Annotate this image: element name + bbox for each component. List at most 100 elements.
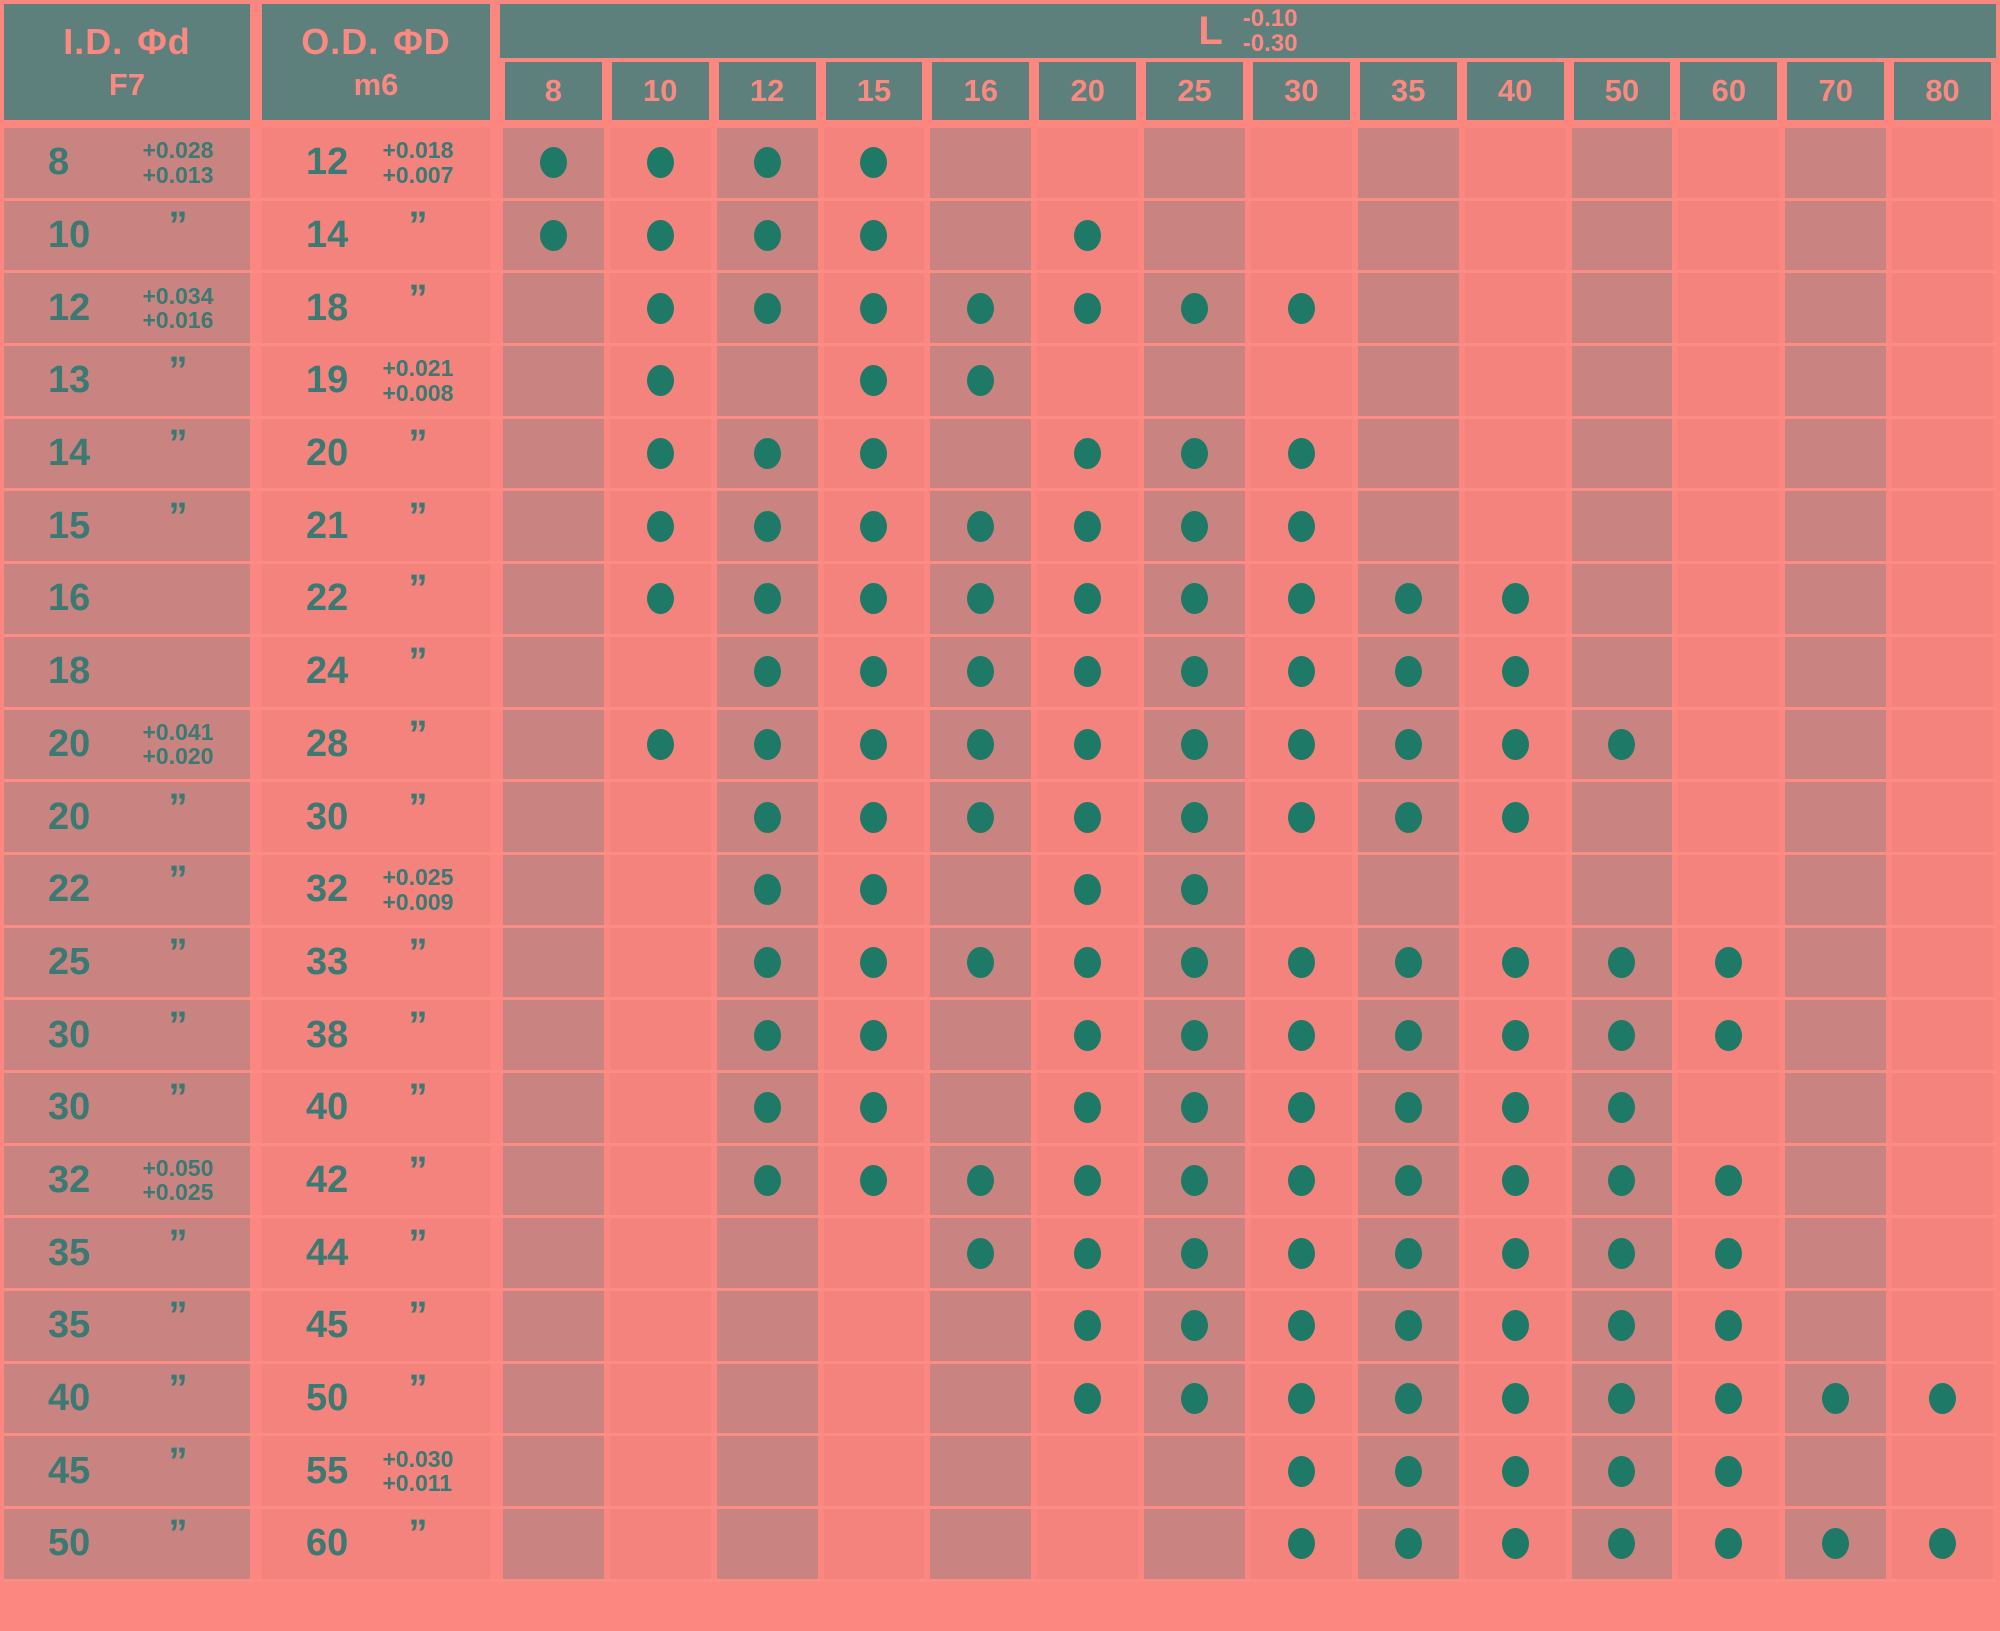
length-column-header: 35 — [1354, 62, 1462, 120]
length-column-header: 30 — [1247, 62, 1355, 120]
availability-dot — [1608, 946, 1636, 978]
id-cell: 35 ” — [4, 1291, 250, 1361]
availability-dot — [1608, 1383, 1636, 1415]
column-gap — [250, 1436, 262, 1506]
column-gap — [250, 855, 262, 925]
length-cell — [820, 273, 928, 344]
length-cell — [820, 1291, 928, 1361]
table-row: 20 ” 30 ” — [4, 782, 1996, 855]
id-diameter-symbol: Φd — [137, 21, 191, 62]
length-cell — [500, 1000, 607, 1070]
length-cell — [1247, 854, 1355, 925]
id-cell: 8 +0.028 +0.013 — [4, 128, 250, 198]
od-cell: 38 ” — [262, 1000, 490, 1070]
length-cell — [1675, 418, 1783, 489]
length-cell — [1782, 1363, 1890, 1434]
availability-dot — [1394, 583, 1422, 615]
length-cell — [500, 128, 607, 198]
length-cell — [1461, 1509, 1569, 1579]
length-cell — [1034, 782, 1142, 852]
availability-dot — [1715, 946, 1743, 978]
ditto-mark: ” — [408, 1513, 428, 1556]
availability-dot — [860, 728, 888, 760]
length-cell — [927, 1072, 1035, 1143]
id-tolerance: +0.034 +0.016 — [124, 284, 232, 333]
length-cell — [1461, 854, 1569, 925]
length-cell — [1568, 491, 1676, 562]
table-row: 50 ” 60 ” — [4, 1509, 1996, 1582]
length-cell — [1461, 564, 1569, 634]
length-cell — [820, 1509, 928, 1579]
length-cell — [713, 273, 821, 344]
length-cell — [1141, 418, 1248, 489]
length-cell — [500, 854, 607, 925]
column-gap — [490, 1000, 500, 1070]
id-cell: 40 ” — [4, 1363, 250, 1434]
length-cell — [1141, 346, 1248, 416]
length-cell — [820, 854, 928, 925]
availability-dot — [753, 1019, 781, 1051]
length-cell — [500, 200, 607, 271]
ditto-mark: ” — [408, 205, 428, 248]
length-cell — [1568, 128, 1676, 198]
ditto-mark: ” — [168, 495, 188, 538]
length-cell — [1034, 854, 1142, 925]
length-cell — [1675, 1072, 1783, 1143]
length-cell — [1782, 782, 1890, 852]
availability-dot — [860, 147, 888, 179]
length-cell — [1354, 782, 1462, 852]
od-tolerance-upper: +0.025 — [382, 864, 454, 891]
length-cell — [606, 927, 714, 998]
length-cell — [927, 346, 1035, 416]
ditto-mark: ” — [168, 786, 188, 829]
length-column-header: 8 — [500, 62, 607, 120]
length-cell — [606, 200, 714, 271]
od-value: 45 — [306, 1304, 349, 1347]
length-cell — [927, 1509, 1035, 1579]
availability-dot — [860, 365, 888, 397]
length-label: L — [1198, 8, 1223, 53]
availability-dot — [753, 946, 781, 978]
availability-dot — [1181, 1164, 1209, 1196]
length-cell — [1568, 200, 1676, 271]
id-tolerance: ” — [124, 205, 232, 257]
availability-dot — [1715, 1383, 1743, 1415]
length-cell — [1675, 273, 1783, 344]
length-cell — [1034, 1218, 1142, 1288]
length-cell — [1461, 1000, 1569, 1070]
column-gap — [490, 491, 500, 561]
length-cell — [1034, 709, 1142, 780]
length-cell — [820, 636, 928, 707]
availability-dot — [860, 292, 888, 324]
length-cell — [500, 1363, 607, 1434]
od-cell: 30 ” — [262, 782, 490, 852]
availability-dot — [1394, 1237, 1422, 1269]
id-tolerance: ” — [124, 1295, 232, 1347]
length-cell — [1782, 927, 1890, 998]
id-tolerance: ” — [124, 1368, 232, 1420]
length-cell — [1889, 273, 1996, 344]
availability-dot — [860, 583, 888, 615]
ditto-mark: ” — [168, 1222, 188, 1265]
length-cell — [606, 1509, 714, 1579]
availability-dot — [1074, 1019, 1102, 1051]
od-value: 20 — [306, 432, 349, 475]
table-body: 8 +0.028 +0.013 12 +0.018 +0.007 10 ” 14 ” 12 +0.03… — [4, 128, 1996, 1582]
length-column-header: 60 — [1675, 62, 1783, 120]
availability-dot — [753, 438, 781, 470]
length-cell — [1461, 927, 1569, 998]
length-cell — [713, 200, 821, 271]
length-cell — [713, 1072, 821, 1143]
length-cell — [1034, 273, 1142, 344]
column-gap — [490, 928, 500, 998]
length-cell — [1568, 1072, 1676, 1143]
length-cell — [1034, 1436, 1142, 1507]
length-cell — [1354, 128, 1462, 198]
availability-dot — [860, 874, 888, 906]
availability-dot — [1287, 728, 1315, 760]
length-cell — [927, 636, 1035, 707]
length-cell — [1141, 1218, 1248, 1288]
column-gap — [490, 637, 500, 707]
table-row: 32 +0.050 +0.025 42 ” — [4, 1145, 1996, 1219]
column-gap — [490, 4, 500, 120]
